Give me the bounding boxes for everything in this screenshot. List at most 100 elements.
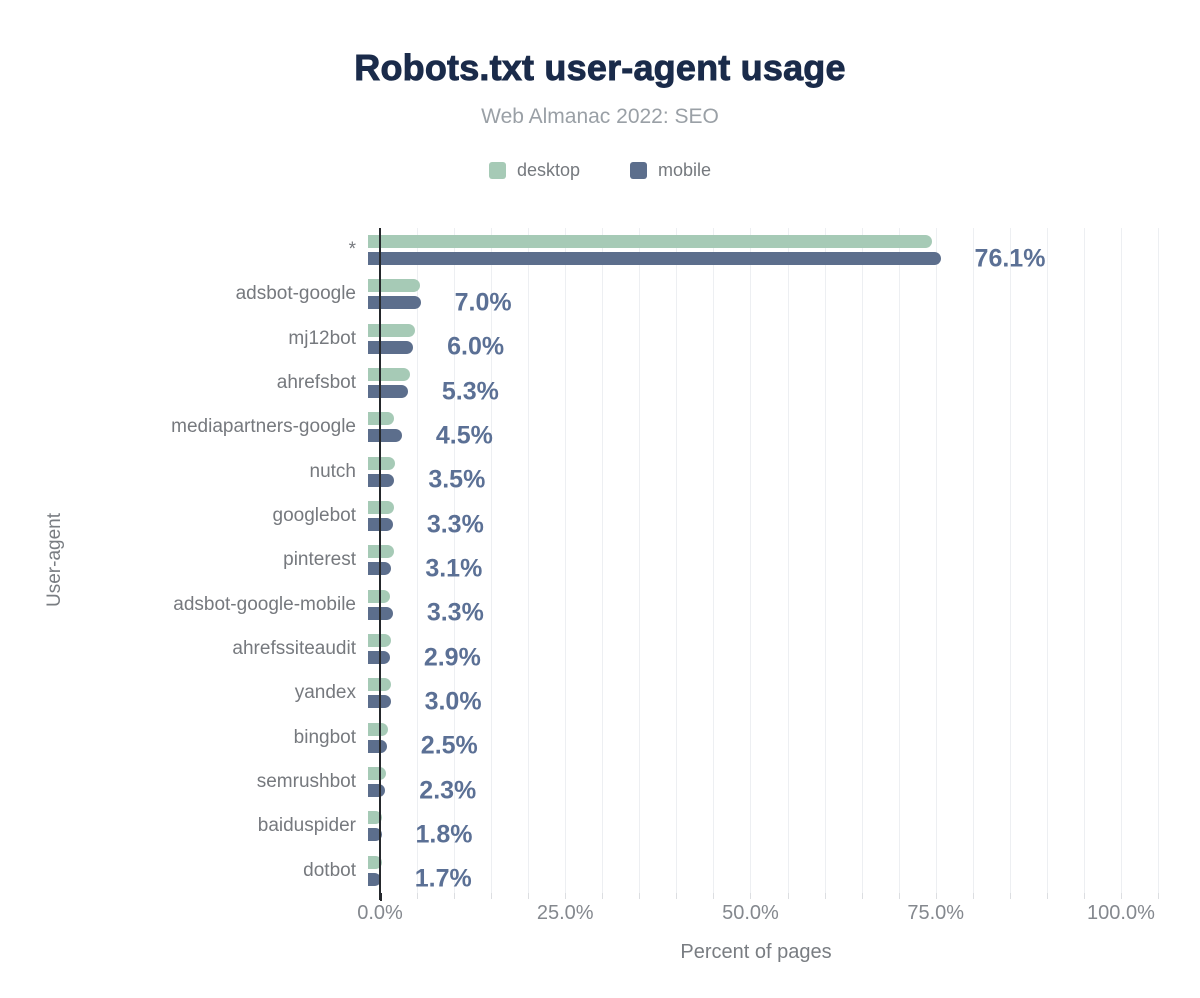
gridline [1009, 228, 1011, 893]
value-label: 6.0% [447, 332, 505, 361]
bar-mobile[interactable] [368, 340, 414, 354]
gridline [1120, 228, 1122, 893]
bar-desktop[interactable] [368, 722, 388, 736]
bar-desktop[interactable] [368, 767, 387, 781]
chart-row: mj12bot 6.0% [0, 317, 1158, 361]
bar-zone: 3.3% [368, 583, 1158, 627]
value-label: 2.3% [419, 776, 477, 805]
category-label: bingbot [293, 726, 356, 748]
category-label: mj12bot [288, 327, 356, 349]
bar-desktop[interactable] [368, 811, 383, 825]
bar-zone: 7.0% [368, 272, 1158, 316]
gridline [417, 228, 419, 893]
desktop-swatch [488, 162, 506, 179]
plot-area: * 76.1% adsbot-google 7.0% mj12bot 6.0% ahrefs… [171, 228, 1159, 924]
bar-desktop[interactable] [368, 323, 416, 337]
chart-row: yandex 3.0% [0, 671, 1158, 715]
gridline [972, 228, 974, 893]
legend-item-mobile: mobile [630, 160, 711, 181]
gridline [713, 228, 715, 893]
bar-desktop[interactable] [368, 368, 411, 382]
category-label: nutch [309, 460, 356, 482]
bar-zone: 6.0% [368, 317, 1158, 361]
gridline [528, 228, 530, 893]
axis-tick [1083, 893, 1085, 899]
chart-title: Robots.txt user-agent usage [354, 47, 846, 89]
bar-zone: 5.3% [368, 361, 1158, 405]
mobile-swatch [630, 162, 647, 179]
axis-tick [380, 893, 382, 901]
bar-mobile[interactable] [368, 828, 382, 842]
value-label: 7.0% [454, 288, 512, 317]
value-label: 3.0% [424, 687, 482, 716]
category-label: googlebot [272, 505, 356, 527]
value-label: 5.3% [441, 377, 499, 406]
bar-zone: 3.0% [368, 671, 1158, 715]
value-label: 2.9% [423, 643, 481, 672]
bar-zone: 3.3% [368, 494, 1158, 538]
chart-row: ahrefsbot 5.3% [0, 361, 1158, 405]
gridline [491, 228, 493, 893]
legend-label-mobile: mobile [658, 160, 712, 180]
axis-tick [565, 893, 567, 899]
value-label: 4.5% [435, 421, 493, 450]
x-axis-title: Percent of pages [680, 941, 832, 963]
x-tick-label: 0.0% [357, 902, 403, 924]
x-tick-label: 75.0% [907, 902, 965, 924]
axis-tick [454, 893, 456, 899]
bar-rows: * 76.1% adsbot-google 7.0% mj12bot 6.0% ahrefs… [0, 228, 1158, 893]
category-label: mediapartners-google [171, 416, 356, 438]
axis-tick [713, 893, 715, 899]
chart-row: adsbot-google 7.0% [0, 272, 1158, 316]
bar-mobile[interactable] [368, 651, 390, 665]
value-label: 2.5% [420, 731, 478, 760]
legend: desktop mobile [0, 160, 1200, 181]
bar-desktop[interactable] [368, 235, 932, 249]
bar-zone: 1.7% [368, 849, 1158, 893]
legend-item-desktop: desktop [488, 160, 580, 181]
chart-row: mediapartners-google 4.5% [0, 405, 1158, 449]
bar-desktop[interactable] [368, 855, 382, 869]
axis-tick [861, 893, 863, 899]
axis-tick [1009, 893, 1011, 899]
bar-mobile[interactable] [368, 296, 421, 310]
x-tick-label: 25.0% [536, 902, 594, 924]
bar-desktop[interactable] [368, 279, 420, 293]
bar-mobile[interactable] [368, 784, 386, 798]
gridline [861, 228, 863, 893]
gridline [602, 228, 604, 893]
bar-zone: 3.1% [368, 538, 1158, 582]
bar-zone: 4.5% [368, 405, 1158, 449]
axis-tick [935, 893, 937, 899]
category-label: ahrefsbot [276, 372, 356, 394]
bar-desktop[interactable] [368, 589, 390, 603]
value-label: 1.7% [414, 864, 472, 893]
legend-label-desktop: desktop [516, 160, 580, 180]
chart-row: googlebot 3.3% [0, 494, 1158, 538]
chart-row: dotbot 1.7% [0, 849, 1158, 893]
axis-tick [528, 893, 530, 899]
bar-mobile[interactable] [368, 385, 408, 399]
chart-row: pinterest 3.1% [0, 538, 1158, 582]
bar-mobile[interactable] [368, 872, 381, 886]
category-label: dotbot [303, 859, 356, 881]
gridline [1158, 228, 1159, 893]
bar-mobile[interactable] [368, 252, 941, 266]
bar-zone: 3.5% [368, 450, 1158, 494]
x-tick-label: 100.0% [1087, 902, 1155, 924]
bar-mobile[interactable] [368, 429, 402, 443]
category-label: yandex [294, 682, 356, 704]
axis-tick [602, 893, 604, 899]
axis-tick [972, 893, 974, 899]
bar-desktop[interactable] [368, 456, 396, 470]
category-label: * [348, 239, 356, 261]
chart-row: adsbot-google-mobile 3.3% [0, 583, 1158, 627]
axis-tick [824, 893, 826, 899]
bar-mobile[interactable] [368, 473, 395, 487]
bar-mobile[interactable] [368, 739, 387, 753]
value-label: 3.3% [426, 510, 484, 539]
gridline [787, 228, 789, 893]
axis-tick [1046, 893, 1048, 899]
category-label: semrushbot [256, 771, 356, 793]
